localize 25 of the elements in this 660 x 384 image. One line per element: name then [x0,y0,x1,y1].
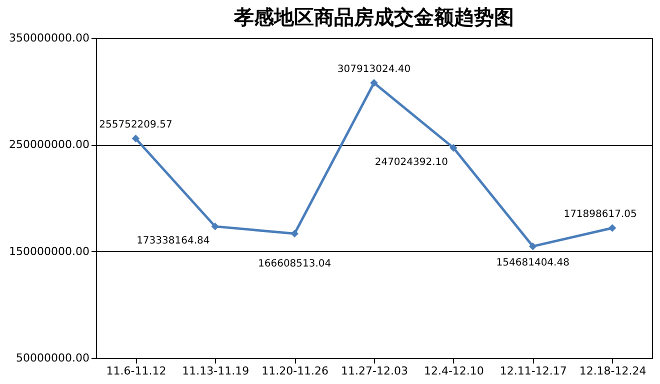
data-label: 307913024.40 [337,64,411,75]
y-tick-label: 50000000.00 [16,352,90,364]
chart-title: 孝感地区商品房成交金额趋势图 [233,5,514,29]
x-tick-label: 11.6-11.12 [106,364,166,378]
x-tick-label: 11.20-11.26 [262,364,329,378]
x-tick-label: 11.27-12.03 [341,364,408,378]
data-label: 173338164.84 [136,235,210,246]
point [370,79,378,87]
point [608,224,616,232]
y-tick-label: 150000000.00 [9,244,90,258]
y-tick-label: 250000000.00 [9,138,90,152]
data-label: 171898617.05 [564,208,637,220]
point [450,144,458,152]
data-label: 255752209.57 [99,120,172,131]
x-tick-label: 12.18-12.24 [579,364,646,378]
data-label: 154681404.48 [496,257,570,268]
x-tick-label: 12.11-12.17 [500,364,567,378]
x-tick-label: 12.4-12.10 [424,364,484,378]
point [290,230,298,238]
data-label: 166608513.04 [258,258,332,270]
x-tick-label: 11.13-11.19 [182,364,250,378]
point [132,134,140,142]
point [528,242,537,250]
data-label: 247024392.10 [374,156,448,168]
y-tick-label: 350000000.00 [9,32,90,44]
